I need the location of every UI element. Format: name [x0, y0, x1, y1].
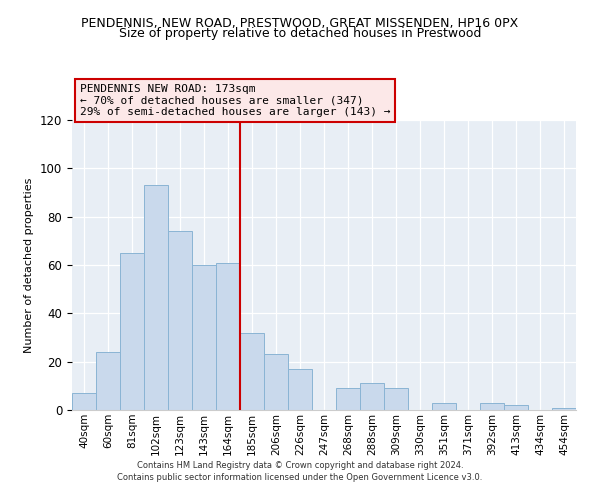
Bar — [240, 332, 264, 410]
Bar — [432, 403, 456, 410]
Bar — [168, 231, 192, 410]
Bar — [552, 408, 576, 410]
Bar — [72, 393, 96, 410]
Bar — [360, 384, 384, 410]
Bar — [480, 403, 504, 410]
Bar — [120, 253, 144, 410]
Text: PENDENNIS, NEW ROAD, PRESTWOOD, GREAT MISSENDEN, HP16 0PX: PENDENNIS, NEW ROAD, PRESTWOOD, GREAT MI… — [82, 18, 518, 30]
Bar — [192, 265, 216, 410]
Bar — [144, 185, 168, 410]
Y-axis label: Number of detached properties: Number of detached properties — [25, 178, 34, 352]
Bar — [216, 262, 240, 410]
Text: Contains HM Land Registry data © Crown copyright and database right 2024.
Contai: Contains HM Land Registry data © Crown c… — [118, 461, 482, 482]
Text: PENDENNIS NEW ROAD: 173sqm
← 70% of detached houses are smaller (347)
29% of sem: PENDENNIS NEW ROAD: 173sqm ← 70% of deta… — [80, 84, 390, 117]
Bar — [96, 352, 120, 410]
Bar — [336, 388, 360, 410]
Text: Size of property relative to detached houses in Prestwood: Size of property relative to detached ho… — [119, 28, 481, 40]
Bar — [504, 405, 528, 410]
Bar — [288, 369, 312, 410]
Bar — [384, 388, 408, 410]
Bar — [264, 354, 288, 410]
